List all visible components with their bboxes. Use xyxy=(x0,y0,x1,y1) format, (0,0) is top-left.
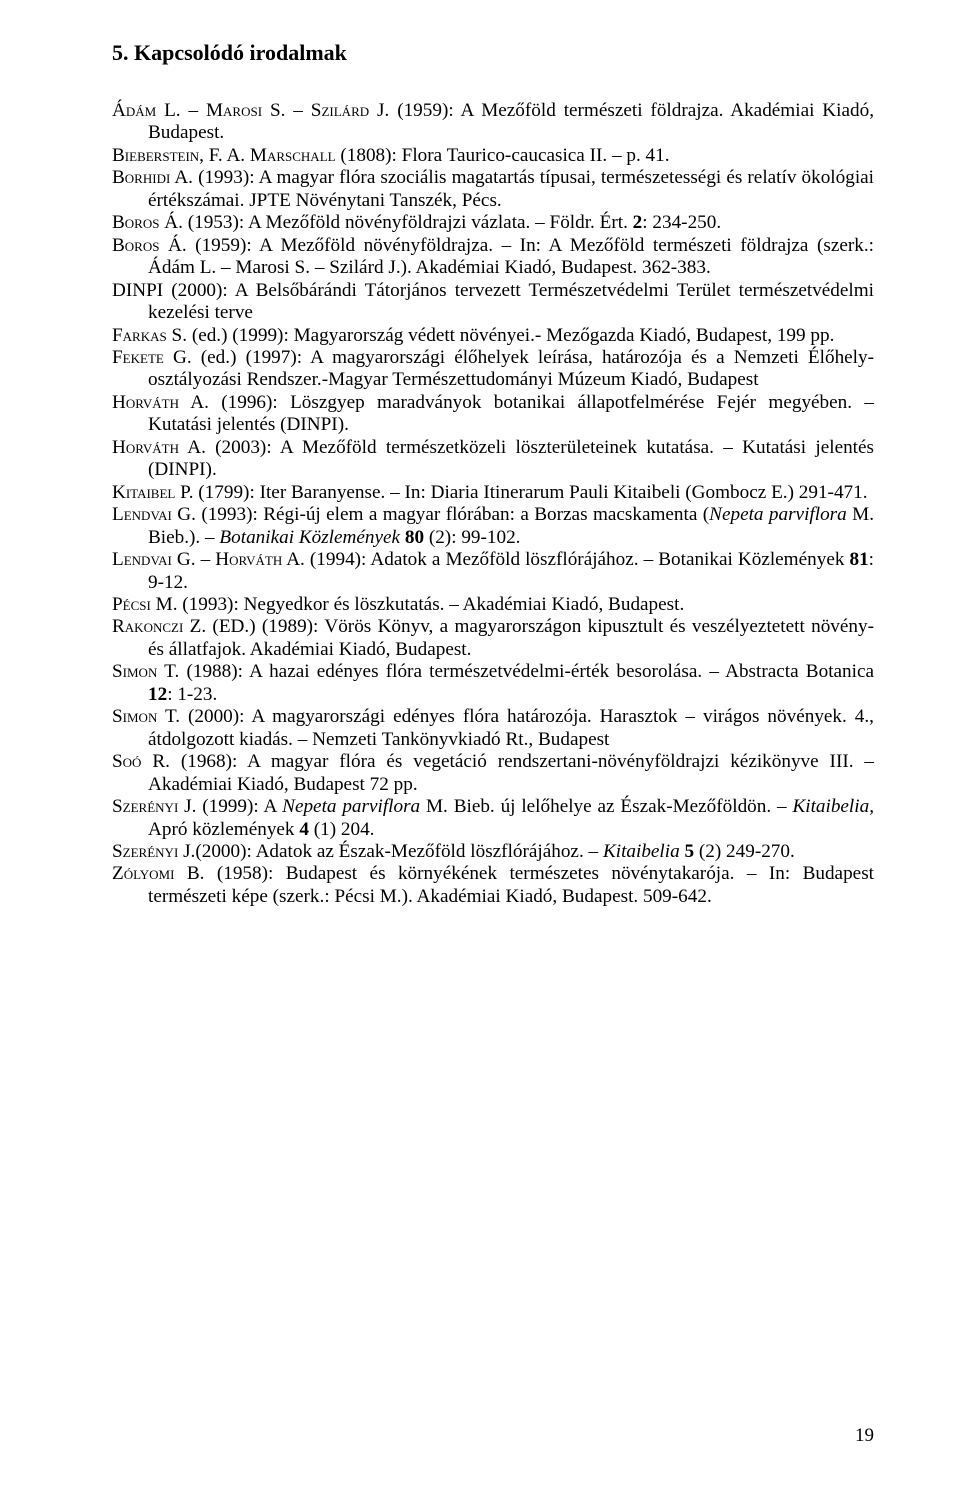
entry-text: (2) 249-270. xyxy=(694,841,795,862)
bibliography-entry: Ádám L. – Marosi S. – Szilárd J. (1959):… xyxy=(112,100,874,145)
entry-volume: 2 xyxy=(633,212,643,233)
entry-text: (2): 99-102. xyxy=(424,527,520,548)
bibliography-list: Ádám L. – Marosi S. – Szilárd J. (1959):… xyxy=(112,100,874,908)
entry-authors: Fekete G. xyxy=(112,347,192,368)
entry-volume: 4 xyxy=(299,819,309,840)
entry-text: (1808): Flora Taurico-caucasica II. – p.… xyxy=(336,145,670,166)
entry-volume: 80 xyxy=(405,527,424,548)
entry-text: DINPI (2000): A Belsőbárándi Tátorjános … xyxy=(112,280,874,323)
entry-authors: Farkas S. xyxy=(112,325,187,346)
bibliography-entry: Bieberstein, F. A. Marschall (1808): Flo… xyxy=(112,145,874,167)
bibliography-entry: Horváth A. (1996): Löszgyep maradványok … xyxy=(112,392,874,437)
entry-volume: 5 xyxy=(684,841,694,862)
bibliography-entry: DINPI (2000): A Belsőbárándi Tátorjános … xyxy=(112,280,874,325)
entry-text: (1993): A magyar flóra szociális magatar… xyxy=(148,167,874,210)
entry-text: (1) 204. xyxy=(309,819,375,840)
bibliography-entry: Horváth A. (2003): A Mezőföld természetk… xyxy=(112,437,874,482)
bibliography-entry: Fekete G. (ed.) (1997): A magyarországi … xyxy=(112,347,874,392)
bibliography-entry: Simon T. (2000): A magyarországi edényes… xyxy=(112,706,874,751)
bibliography-entry: Boros Á. (1959): A Mezőföld növényföldra… xyxy=(112,235,874,280)
entry-authors: Kitaibel P. xyxy=(112,482,194,503)
entry-authors: Boros Á. xyxy=(112,212,183,233)
entry-text: (1953): A Mezőföld növényföldrajzi vázla… xyxy=(183,212,633,233)
entry-authors: Lendvai G. xyxy=(112,504,196,525)
bibliography-entry: Zólyomi B. (1958): Budapest és környékén… xyxy=(112,863,874,908)
entry-text: (2000): Adatok az Észak-Mezőföld löszfló… xyxy=(195,841,603,862)
entry-text: (1993): Régi-új elem a magyar flórában: … xyxy=(196,504,709,525)
entry-authors: Pécsi M. xyxy=(112,594,178,615)
entry-italic: Kitaibelia xyxy=(603,841,680,862)
entry-text: (1989): Vörös Könyv, a magyarországon ki… xyxy=(148,616,874,659)
bibliography-entry: Lendvai G. (1993): Régi-új elem a magyar… xyxy=(112,504,874,549)
entry-authors: Soó R. xyxy=(112,751,170,772)
entry-text: : 234-250. xyxy=(642,212,721,233)
entry-text: (1996): Löszgyep maradványok botanikai á… xyxy=(148,392,874,435)
bibliography-entry: Soó R. (1968): A magyar flóra és vegetác… xyxy=(112,751,874,796)
bibliography-entry: Farkas S. (ed.) (1999): Magyarország véd… xyxy=(112,325,874,347)
bibliography-entry: Szerényi J.(2000): Adatok az Észak-Mezőf… xyxy=(112,841,874,863)
bibliography-entry: Kitaibel P. (1799): Iter Baranyense. – I… xyxy=(112,482,874,504)
entry-text: (ed.) (1999): Magyarország védett növény… xyxy=(187,325,834,346)
bibliography-entry: Boros Á. (1953): A Mezőföld növényföldra… xyxy=(112,212,874,234)
bibliography-entry: Borhidi A. (1993): A magyar flóra szociá… xyxy=(112,167,874,212)
entry-authors: Horváth A. xyxy=(112,437,206,458)
entry-italic: Nepeta parviflora xyxy=(709,504,847,525)
entry-authors: Zólyomi B. xyxy=(112,863,204,884)
entry-authors: Ádám L. – Marosi S. – Szilárd J. xyxy=(112,100,389,121)
entry-authors: Szerényi J. xyxy=(112,796,196,817)
entry-italic: Nepeta parviflora xyxy=(282,796,420,817)
entry-text: (1994): Adatok a Mezőföld löszflórájához… xyxy=(305,549,850,570)
section-heading: 5. Kapcsolódó irodalmak xyxy=(112,40,874,66)
bibliography-entry: Szerényi J. (1999): A Nepeta parviflora … xyxy=(112,796,874,841)
entry-text: (1958): Budapest és környékének természe… xyxy=(148,863,874,906)
entry-italic: Botanikai Közlemények xyxy=(219,527,400,548)
entry-text: (1988): A hazai edényes flóra természetv… xyxy=(179,661,874,682)
document-page: 5. Kapcsolódó irodalmak Ádám L. – Marosi… xyxy=(0,0,960,1489)
entry-text: (2000): A magyarországi edényes flóra ha… xyxy=(148,706,874,749)
bibliography-entry: Simon T. (1988): A hazai edényes flóra t… xyxy=(112,661,874,706)
entry-authors: Simon T. xyxy=(112,706,180,727)
entry-authors: Boros Á. xyxy=(112,235,187,256)
bibliography-entry: Lendvai G. – Horváth A. (1994): Adatok a… xyxy=(112,549,874,594)
entry-text: (2003): A Mezőföld természetközeli löszt… xyxy=(148,437,874,480)
entry-text: (ed.) (1997): A magyarországi élőhelyek … xyxy=(148,347,874,390)
entry-text: M. Bieb. új lelőhelye az Észak-Mezőföldö… xyxy=(420,796,792,817)
page-number: 19 xyxy=(855,1425,874,1447)
entry-authors: Borhidi A. xyxy=(112,167,193,188)
entry-authors: Horváth A. xyxy=(112,392,209,413)
entry-volume: 12 xyxy=(148,684,167,705)
entry-text: : 1-23. xyxy=(167,684,217,705)
entry-italic: Kitaibelia, xyxy=(792,796,874,817)
entry-authors: Lendvai G. – Horváth A. xyxy=(112,549,305,570)
entry-text: (1999): A xyxy=(196,796,282,817)
entry-text: (1959): A Mezőföld növényföldrajza. – In… xyxy=(148,235,874,278)
entry-text: Apró közlemények xyxy=(148,819,299,840)
entry-text: (1993): Negyedkor és löszkutatás. – Akad… xyxy=(178,594,685,615)
entry-authors: Simon T. xyxy=(112,661,179,682)
entry-authors: Szerényi J. xyxy=(112,841,195,862)
entry-text: (1799): Iter Baranyense. – In: Diaria It… xyxy=(194,482,868,503)
entry-volume: 81 xyxy=(849,549,868,570)
entry-authors: Bieberstein, F. A. Marschall xyxy=(112,145,336,166)
bibliography-entry: Rakonczi Z. (ED.) (1989): Vörös Könyv, a… xyxy=(112,616,874,661)
bibliography-entry: Pécsi M. (1993): Negyedkor és löszkutatá… xyxy=(112,594,874,616)
entry-authors: Rakonczi Z. (ED.) xyxy=(112,616,256,637)
entry-text: (1968): A magyar flóra és vegetáció rend… xyxy=(148,751,874,794)
